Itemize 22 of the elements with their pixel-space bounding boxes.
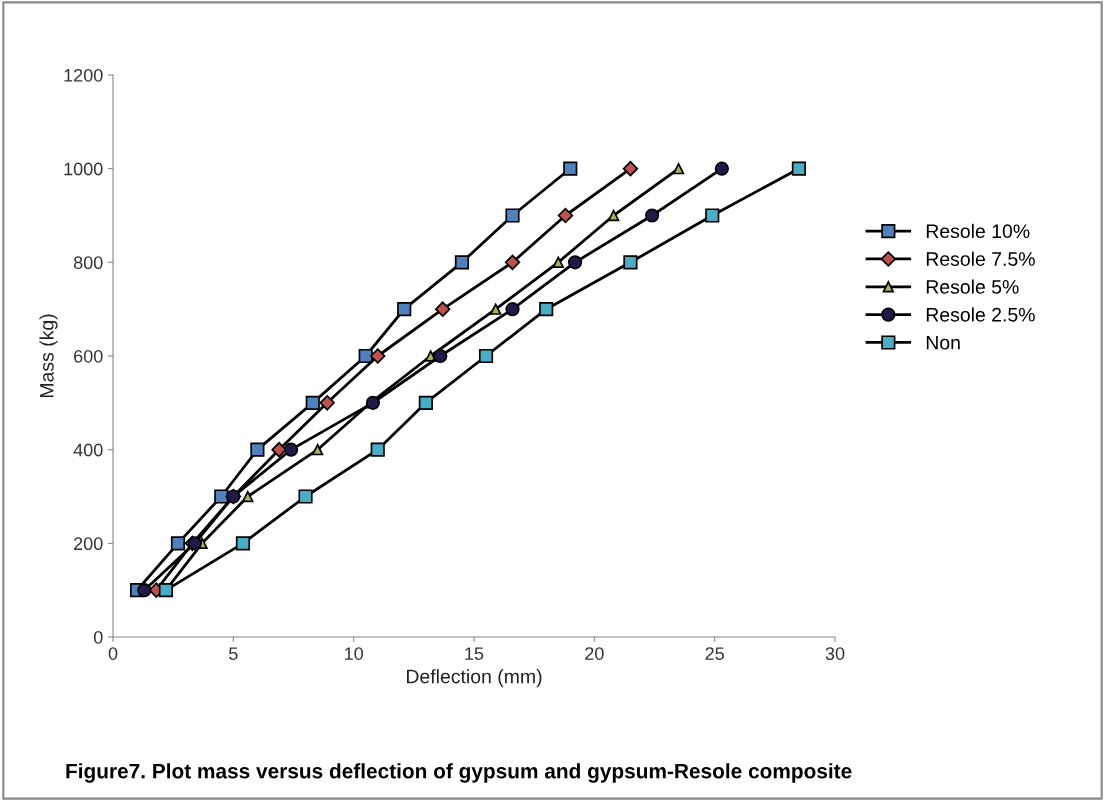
y-tick-label: 600 (74, 349, 103, 363)
x-tick-label: 15 (465, 647, 484, 660)
x-axis-title: Deflection (mm) (406, 669, 542, 688)
x-tick-label: 10 (345, 647, 363, 660)
caption: Figure7. Plot mass versus deflection of gypsum and gypsum-Resole composite (66, 763, 852, 783)
x-tick-label: 0 (108, 647, 118, 660)
x-tick-label: 30 (825, 647, 845, 660)
y-tick-label: 1000 (64, 162, 103, 176)
y-axis-title: Mass (kg) (39, 314, 58, 398)
y-tick-label: 400 (73, 443, 103, 457)
y-tick-label: 1200 (64, 68, 103, 82)
y-tick-label: 200 (74, 537, 103, 551)
x-tick-label: 25 (705, 647, 724, 660)
legend-label: Resole 2.5% (926, 307, 1035, 322)
y-tick-label: 0 (93, 630, 103, 644)
x-tick-label: 20 (585, 647, 604, 660)
legend-label: Resole 10% (926, 223, 1030, 239)
legend-label: Non (926, 335, 960, 350)
legend-label: Resole 7.5% (926, 251, 1035, 266)
legend-label: Resole 5% (926, 279, 1019, 294)
y-tick-label: 800 (73, 256, 103, 270)
x-tick-label: 5 (229, 647, 238, 660)
